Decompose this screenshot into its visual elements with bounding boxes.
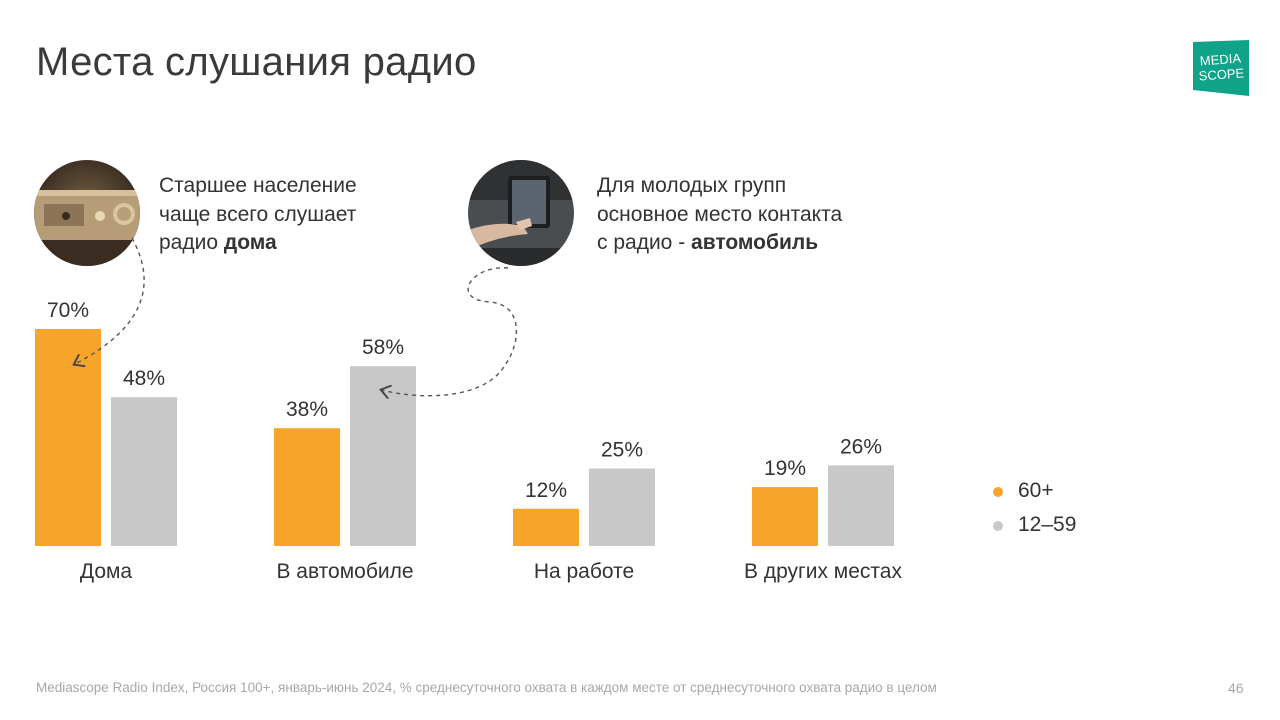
data-label: 70% bbox=[47, 299, 89, 322]
bar bbox=[350, 366, 416, 546]
page-title: Места слушания радио bbox=[36, 40, 477, 84]
callout-home-emphasis: дома bbox=[223, 231, 277, 254]
bar bbox=[828, 465, 894, 546]
logo-badge-shape bbox=[1193, 40, 1249, 96]
bar bbox=[111, 397, 177, 546]
legend-label-12-59: 12–59 bbox=[1018, 513, 1077, 536]
callout-car-line: с радио - автомобиль bbox=[597, 229, 917, 258]
category-label: На работе bbox=[534, 560, 634, 583]
category-label: Дома bbox=[80, 560, 133, 583]
callout-home: Старшее население чаще всего слушает рад… bbox=[159, 172, 439, 258]
category-label: В автомобиле bbox=[276, 560, 413, 583]
legend-label-60plus: 60+ bbox=[1018, 479, 1054, 502]
legend-swatch-60plus bbox=[993, 487, 1003, 497]
logo-text-line1: MEDIA bbox=[1199, 51, 1241, 69]
bar bbox=[752, 487, 818, 546]
bar bbox=[513, 508, 579, 546]
callout-car-prefix: с радио - bbox=[597, 231, 692, 254]
callout-home-prefix: радио bbox=[159, 231, 224, 254]
bar bbox=[274, 428, 340, 546]
callout-car-line: основное место контакта bbox=[597, 202, 843, 226]
data-label: 26% bbox=[840, 435, 882, 458]
bar bbox=[589, 468, 655, 546]
callout-car-emphasis: автомобиль bbox=[691, 231, 819, 254]
data-label: 58% bbox=[362, 336, 404, 359]
logo-text-line2: SCOPE bbox=[1198, 65, 1245, 83]
bar bbox=[35, 329, 101, 546]
bars-layer: 70% 48% Дома 38% 58% В автомобиле 12% 25% На раб… bbox=[35, 299, 902, 583]
category-label: В других местах bbox=[744, 560, 902, 583]
radio-photo bbox=[34, 160, 140, 266]
callout-car-line: Для молодых групп bbox=[597, 174, 787, 197]
callout-home-line: Старшее население bbox=[159, 174, 357, 197]
arrow-home bbox=[75, 237, 145, 364]
data-label: 19% bbox=[764, 457, 806, 480]
data-label: 38% bbox=[286, 398, 328, 421]
data-label: 48% bbox=[123, 367, 165, 390]
legend-swatch-12-59 bbox=[993, 521, 1003, 531]
callout-home-line: чаще всего слушает bbox=[159, 202, 357, 226]
data-label: 12% bbox=[525, 479, 567, 502]
callout-home-line: радио дома bbox=[159, 229, 439, 258]
mediascope-logo: MEDIA SCOPE bbox=[1193, 40, 1249, 96]
data-label: 25% bbox=[601, 439, 643, 462]
callout-car: Для молодых групп основное место контакт… bbox=[597, 172, 917, 258]
footer-source: Mediascope Radio Index, Россия 100+, янв… bbox=[36, 680, 937, 695]
page-number: 46 bbox=[1228, 680, 1244, 696]
